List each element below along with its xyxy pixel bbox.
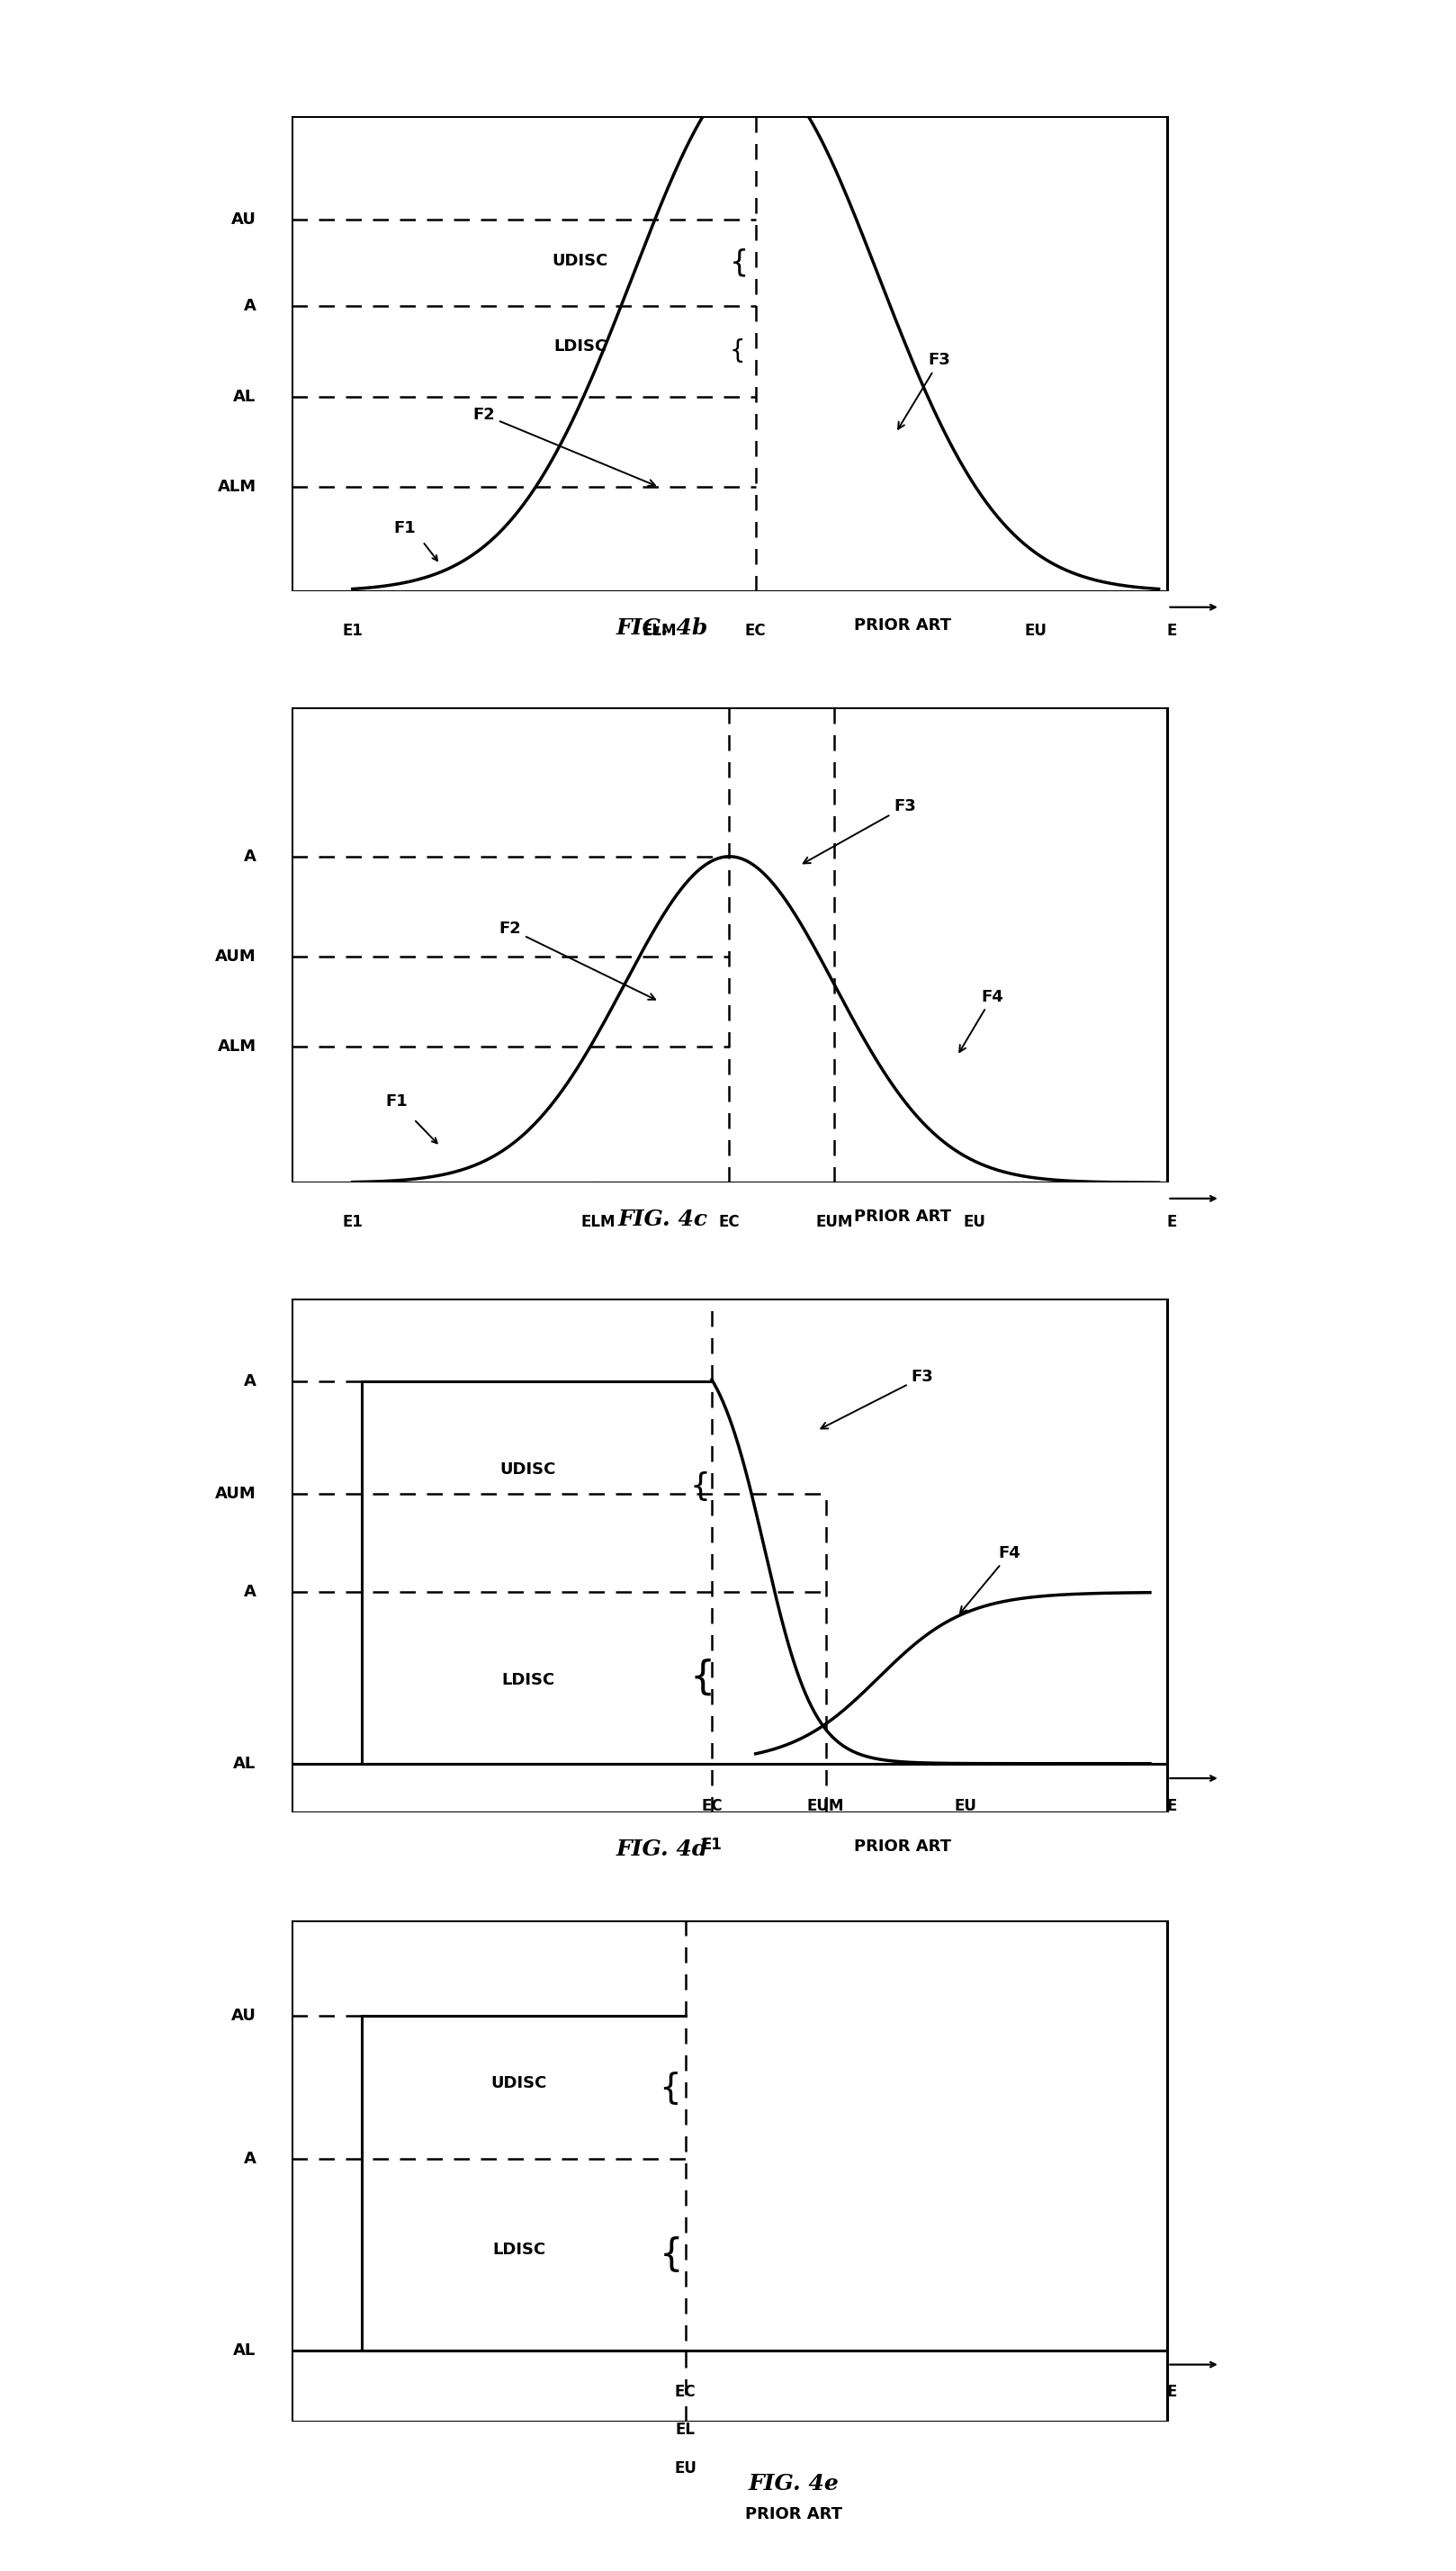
Text: {: { — [729, 339, 745, 365]
Text: PRIOR ART: PRIOR ART — [855, 1838, 951, 1854]
Text: LDISC: LDISC — [553, 339, 607, 355]
Text: EUM: EUM — [815, 1214, 853, 1232]
Text: EU: EU — [964, 1214, 986, 1232]
Text: A: A — [243, 848, 256, 864]
Text: FIG. 4c: FIG. 4c — [617, 1208, 708, 1229]
Text: ALM: ALM — [217, 1039, 256, 1054]
Text: AU: AU — [232, 2008, 256, 2023]
Text: F3: F3 — [821, 1368, 933, 1429]
Text: F4: F4 — [960, 1545, 1021, 1612]
Text: E: E — [1166, 1797, 1176, 1815]
Text: F1: F1 — [395, 519, 416, 535]
Text: F3: F3 — [898, 352, 951, 429]
Text: FIG. 4e: FIG. 4e — [748, 2473, 839, 2494]
Text: EC: EC — [702, 1797, 722, 1815]
Text: {: { — [690, 1471, 711, 1501]
Text: AUM: AUM — [215, 1486, 256, 1501]
Text: EC: EC — [719, 1214, 740, 1232]
Text: EU: EU — [674, 2460, 697, 2476]
Text: AL: AL — [233, 1756, 256, 1771]
Text: A: A — [243, 1373, 256, 1391]
Text: E: E — [1166, 2383, 1176, 2399]
Text: EC: EC — [676, 2383, 696, 2399]
Text: F1: F1 — [386, 1093, 408, 1108]
Text: ALM: ALM — [217, 478, 256, 496]
Text: PRIOR ART: PRIOR ART — [855, 1208, 951, 1224]
Text: EC: EC — [745, 622, 766, 640]
Text: FIG. 4b: FIG. 4b — [616, 617, 709, 638]
Text: FIG. 4d: FIG. 4d — [616, 1838, 709, 1859]
Text: ELM: ELM — [642, 622, 677, 640]
Text: ELM: ELM — [581, 1214, 616, 1232]
Text: E: E — [1166, 1214, 1176, 1232]
Text: AUM: AUM — [215, 949, 256, 964]
Text: A: A — [243, 2152, 256, 2167]
Text: F2: F2 — [473, 406, 655, 486]
Text: {: { — [729, 247, 748, 278]
Text: EU: EU — [955, 1797, 977, 1815]
Text: UDISC: UDISC — [499, 1463, 556, 1478]
Text: E: E — [1166, 622, 1176, 640]
Text: EUM: EUM — [807, 1797, 844, 1815]
Text: F2: F2 — [499, 920, 655, 1000]
Text: E1: E1 — [342, 622, 363, 640]
Text: F4: F4 — [960, 990, 1003, 1052]
Text: PRIOR ART: PRIOR ART — [745, 2507, 842, 2522]
Text: AU: AU — [232, 211, 256, 229]
Text: F3: F3 — [804, 800, 916, 864]
Text: AL: AL — [233, 388, 256, 404]
Text: {: { — [690, 1658, 715, 1697]
Text: PRIOR ART: PRIOR ART — [855, 617, 951, 632]
Text: EL: EL — [676, 2422, 696, 2437]
Text: {: { — [660, 2237, 683, 2273]
Text: E1: E1 — [342, 1214, 363, 1232]
Text: UDISC: UDISC — [552, 252, 609, 270]
Text: A: A — [243, 1584, 256, 1599]
Text: EU: EU — [1025, 622, 1047, 640]
Text: A: A — [243, 298, 256, 314]
Text: E1: E1 — [702, 1838, 722, 1854]
Text: LDISC: LDISC — [492, 2242, 546, 2257]
Text: LDISC: LDISC — [501, 1671, 555, 1689]
Text: AL: AL — [233, 2342, 256, 2358]
Text: {: { — [660, 2070, 681, 2106]
Text: UDISC: UDISC — [491, 2075, 547, 2090]
